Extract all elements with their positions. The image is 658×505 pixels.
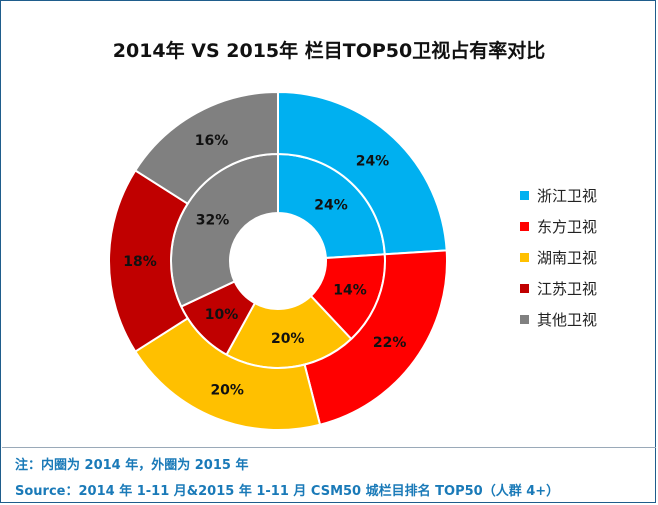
outer-slice-label-2: 22% <box>373 335 407 351</box>
legend-swatch <box>520 222 529 231</box>
inner-slice-label-1: 24% <box>314 198 348 214</box>
outer-slice-5 <box>133 90 279 206</box>
legend-swatch <box>520 284 529 293</box>
outer-slice-label-1: 24% <box>356 153 390 169</box>
donut-chart: 24% 14% 20% 10% 32% 24% 22% 20% 18% 16% <box>108 90 449 431</box>
inner-slice-label-2: 14% <box>333 283 367 299</box>
outer-slice-label-4: 18% <box>123 254 157 270</box>
legend-item: 东方卫视 <box>520 211 597 242</box>
legend-item: 湖南卫视 <box>520 242 597 273</box>
outer-slice-label-5: 16% <box>195 133 229 149</box>
legend-swatch <box>520 315 529 324</box>
legend-label: 浙江卫视 <box>537 187 598 205</box>
legend-label: 湖南卫视 <box>537 249 598 267</box>
outer-slice-1 <box>277 90 448 256</box>
inner-slice-label-5: 32% <box>196 212 230 228</box>
outer-slice-label-3: 20% <box>210 382 244 398</box>
legend-swatch <box>520 253 529 262</box>
footnote-line-1: 注：内圈为 2014 年，外圈为 2015 年 <box>15 458 249 473</box>
chart-area: 2014年 VS 2015年 栏目TOP50卫视占有率对比 24% 14% 20% 1… <box>2 2 656 448</box>
legend-label: 东方卫视 <box>537 218 598 236</box>
legend-label: 江苏卫视 <box>537 280 598 298</box>
footnote-line-2: Source：2014 年 1-11 月&2015 年 1-11 月 CSM50… <box>15 484 560 499</box>
legend: 浙江卫视东方卫视湖南卫视江苏卫视其他卫视 <box>520 180 597 335</box>
legend-item: 其他卫视 <box>520 304 597 335</box>
footnote: 注：内圈为 2014 年，外圈为 2015 年 Source：2014 年 1-… <box>15 453 559 505</box>
legend-item: 浙江卫视 <box>520 180 597 211</box>
legend-label: 其他卫视 <box>537 311 598 329</box>
inner-slice-label-3: 20% <box>271 331 305 347</box>
inner-slice-label-4: 10% <box>205 307 239 323</box>
chart-title: 2014年 VS 2015年 栏目TOP50卫视占有率对比 <box>112 40 546 62</box>
legend-swatch <box>520 191 529 200</box>
legend-item: 江苏卫视 <box>520 273 597 304</box>
